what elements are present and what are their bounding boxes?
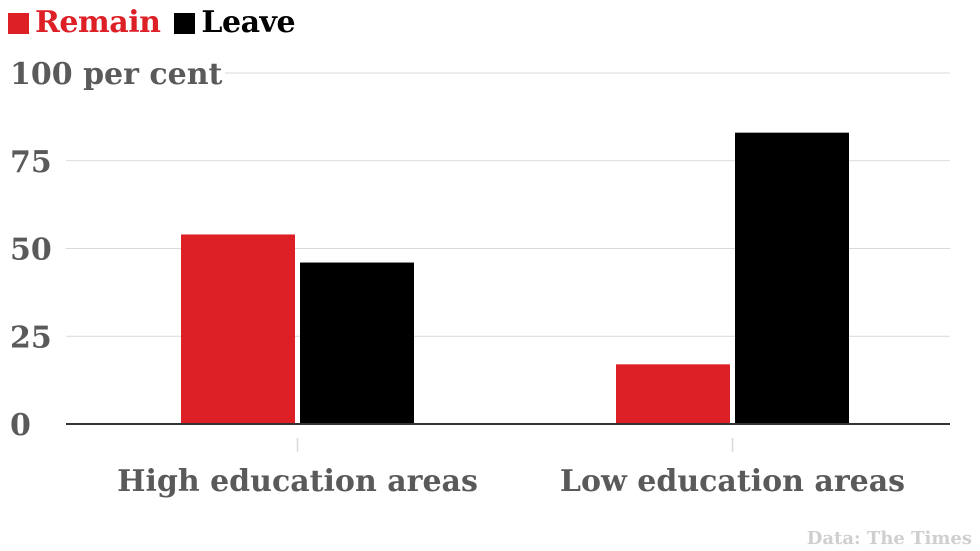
legend-swatch-leave (174, 12, 196, 34)
x-category-label-1: High education areas (117, 464, 478, 499)
bar-remain-1 (181, 234, 295, 424)
bar-remain-2 (616, 364, 730, 424)
legend-label-leave: Leave (201, 5, 296, 40)
legend-label-remain: Remain (35, 5, 161, 40)
source-credit: Data: The Times (806, 528, 972, 549)
bar-leave-1 (300, 262, 414, 424)
legend: Remain Leave (8, 4, 309, 42)
y-tick-label-50: 50 (10, 233, 52, 268)
legend-swatch-remain (8, 12, 29, 34)
legend-item-leave: Leave (174, 5, 296, 40)
y-tick-label-25: 25 (10, 320, 52, 355)
legend-item-remain: Remain (8, 5, 161, 40)
x-category-label-2: Low education areas (560, 464, 905, 499)
y-tick-label-100: 100 per cent (10, 57, 223, 92)
bar-leave-2 (735, 132, 849, 425)
y-tick-label-0: 0 (10, 408, 31, 443)
y-tick-label-75: 75 (10, 145, 52, 180)
